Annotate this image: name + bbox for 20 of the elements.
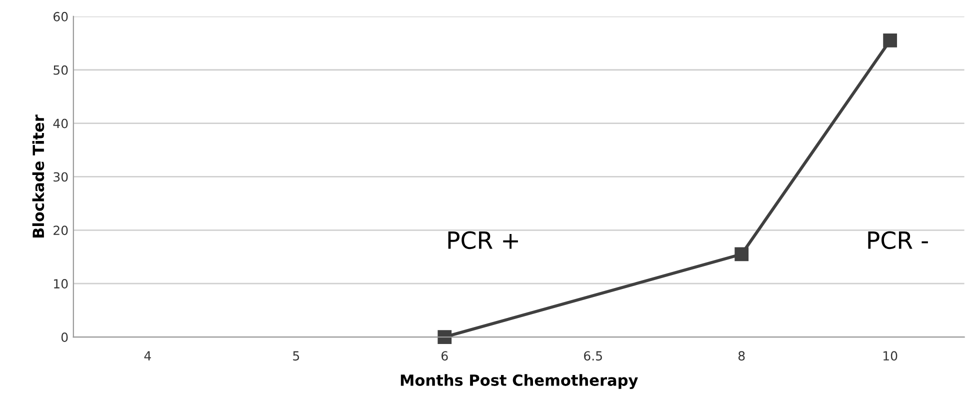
y-tick-label: 10 (54, 279, 68, 289)
y-tick-label: 60 (54, 12, 68, 22)
x-tick-label: 5 (293, 351, 300, 361)
x-tick-label: 6 (442, 351, 448, 361)
y-tick-label: 40 (53, 118, 68, 128)
y-tick-label: 30 (54, 172, 68, 182)
annotation: PCR + (448, 231, 518, 250)
point (438, 330, 452, 344)
point (734, 247, 749, 262)
x-tick-label: 4 (144, 351, 151, 360)
annotation: PCR - (868, 231, 928, 250)
x-axis-title: Months Post Chemotherapy (400, 374, 638, 390)
y-axis-title: Blockade Titer (32, 114, 44, 238)
x-tick-label: 6.5 (584, 351, 602, 361)
x-tick-label: 8 (738, 351, 745, 361)
y-tick-label: 50 (54, 65, 68, 75)
y-tick-label: 0 (61, 332, 68, 342)
y-tick-label: 20 (54, 226, 68, 236)
point (883, 34, 898, 48)
x-tick-label: 10 (883, 351, 898, 361)
